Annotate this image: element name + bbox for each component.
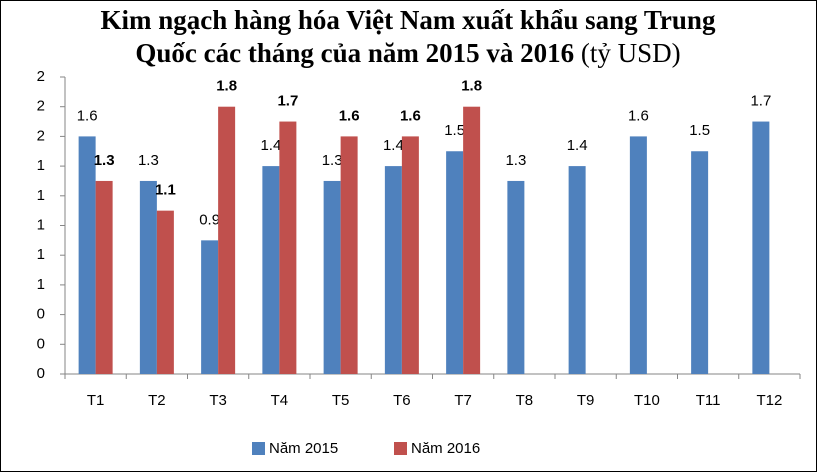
bar	[95, 180, 113, 374]
bar	[323, 180, 341, 374]
data-label: 1.8	[461, 78, 482, 95]
x-tick-label: T7	[454, 392, 472, 409]
bar	[691, 151, 709, 374]
y-tick-label: 2	[37, 127, 45, 144]
y-tick-label: 0	[37, 365, 45, 382]
bar	[752, 121, 770, 374]
data-label: 1.3	[138, 152, 159, 169]
x-tick-label: T12	[756, 392, 782, 409]
y-tick-label: 1	[37, 157, 45, 174]
data-label: 1.3	[505, 152, 526, 169]
data-label: 1.7	[750, 93, 771, 110]
data-label: 1.5	[689, 122, 710, 139]
legend-swatch	[252, 442, 265, 455]
x-tick-label: T4	[271, 392, 289, 409]
data-label: 1.6	[628, 107, 649, 124]
bar	[262, 166, 280, 374]
data-label: 1.4	[260, 137, 281, 154]
x-tick-label: T10	[634, 392, 660, 409]
x-tick-label: T5	[332, 392, 350, 409]
y-tick-label: 0	[37, 335, 45, 352]
data-label: 1.5	[444, 122, 465, 139]
y-tick-label: 1	[37, 216, 45, 233]
y-tick-label: 1	[37, 276, 45, 293]
legend-swatch	[394, 442, 407, 455]
bar	[279, 121, 297, 374]
bar	[446, 151, 464, 374]
bar	[201, 240, 219, 374]
y-tick-label: 0	[37, 306, 45, 323]
bar	[507, 180, 525, 374]
data-label: 1.6	[400, 107, 421, 124]
data-label: 1.3	[94, 152, 115, 169]
bar	[78, 136, 96, 374]
data-label: 0.9	[199, 211, 220, 228]
y-tick-label: 1	[37, 187, 45, 204]
bar	[568, 166, 586, 374]
data-label: 1.4	[383, 137, 404, 154]
data-label: 1.8	[216, 78, 237, 95]
bar	[218, 106, 236, 374]
bar	[384, 166, 402, 374]
legend-label: Năm 2015	[269, 440, 338, 457]
x-tick-label: T3	[209, 392, 227, 409]
y-tick-label: 1	[37, 246, 45, 263]
x-tick-label: T11	[696, 392, 721, 409]
chart-unit: (tỷ USD)	[580, 38, 681, 68]
y-tick-label: 2	[37, 68, 45, 85]
bar	[156, 210, 174, 374]
chart-title-block: Kim ngạch hàng hóa Việt Nam xuất khẩu sa…	[98, 4, 718, 70]
bar	[463, 106, 481, 374]
bar	[629, 136, 647, 374]
bar	[401, 136, 419, 374]
x-tick-label: T9	[577, 392, 595, 409]
y-tick-label: 2	[37, 98, 45, 115]
bar	[340, 136, 358, 374]
data-label: 1.3	[322, 152, 343, 169]
data-label: 1.6	[77, 107, 98, 124]
x-tick-label: T6	[393, 392, 411, 409]
data-label: 1.6	[339, 107, 360, 124]
data-label: 1.7	[277, 93, 298, 110]
data-label: 1.4	[567, 137, 588, 154]
x-tick-label: T2	[148, 392, 166, 409]
x-tick-label: T8	[516, 392, 534, 409]
data-label: 1.1	[155, 182, 176, 199]
bar	[139, 180, 157, 374]
x-tick-label: T1	[87, 392, 105, 409]
legend-label: Năm 2016	[411, 440, 480, 457]
chart-title: Kim ngạch hàng hóa Việt Nam xuất khẩu sa…	[100, 5, 716, 68]
